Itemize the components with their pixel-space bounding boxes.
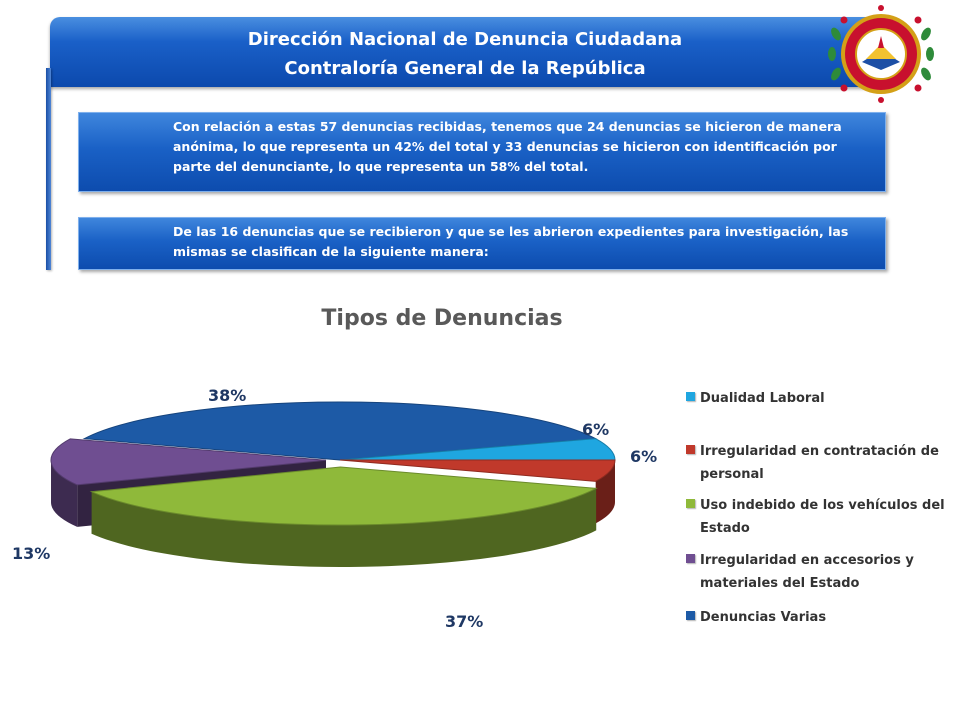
data-label-accesorios: 13%: [12, 544, 51, 563]
chart-title: Tipos de Denuncias: [321, 306, 563, 331]
legend-swatch: [686, 611, 695, 620]
summary-paragraph: Con relación a estas 57 denuncias recibi…: [173, 119, 842, 174]
data-label-dualidad: 6%: [582, 420, 610, 439]
pie-wall-contratacion: [595, 460, 615, 524]
header-title-line2: Contraloría General de la República: [284, 58, 646, 79]
legend-swatch: [686, 392, 695, 401]
legend-label: Dualidad Laboral: [700, 391, 825, 406]
left-accent-line: [46, 68, 51, 270]
pie-slice-vehiculos: [89, 466, 598, 526]
info-box-summary: Con relación a estas 57 denuncias recibi…: [78, 112, 886, 192]
data-label-contratacion: 6%: [630, 447, 658, 466]
pie-slice-contratacion: [339, 459, 616, 482]
legend-swatch: [686, 554, 695, 563]
legend-label: Irregularidad en contratación de persona…: [700, 444, 939, 482]
classification-paragraph: De las 16 denuncias que se recibieron y …: [173, 224, 849, 259]
data-label-varias: 38%: [208, 386, 247, 405]
header-title-line1: Dirección Nacional de Denuncia Ciudadana: [247, 29, 683, 50]
data-label-vehiculos: 37%: [445, 612, 484, 631]
pie-wall-accesorios: [51, 460, 78, 527]
pie-wall-vehiculos: [91, 488, 597, 567]
header-banner: [50, 17, 880, 87]
legend-label: Irregularidad en accesorios y materiales…: [700, 553, 914, 591]
legend-swatch: [686, 445, 695, 454]
info-box-classification: De las 16 denuncias que se recibieron y …: [78, 217, 886, 270]
pie-tops: [50, 401, 616, 526]
legend-label: Denuncias Varias: [700, 610, 827, 625]
pie-slice-varias: [82, 401, 598, 461]
pie-chart: [50, 401, 616, 567]
legend-label: Uso indebido de los vehículos del Estado: [700, 498, 945, 536]
legend-swatch: [686, 499, 695, 508]
contraloria-seal-logo: [828, 5, 934, 103]
pie-slice-accesorios: [50, 438, 327, 486]
